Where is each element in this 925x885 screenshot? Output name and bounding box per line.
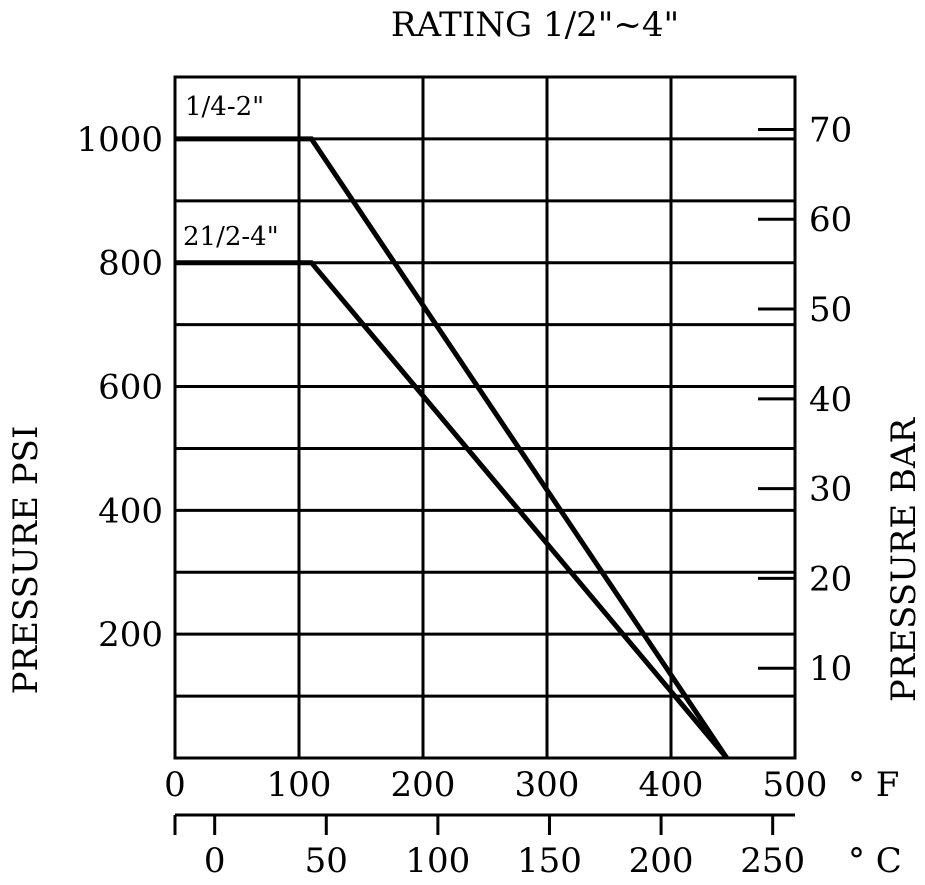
- celsius-axis: 0 50 100 150 200 250: [173, 813, 805, 881]
- bar-tick-label: 60: [809, 200, 852, 240]
- x-unit-celsius: ° C: [848, 841, 902, 881]
- celsius-tick-label: 150: [517, 841, 582, 881]
- series-line-0: [175, 136, 729, 760]
- fahrenheit-tick-label: 300: [515, 765, 580, 805]
- x-unit-fahrenheit: ° F: [848, 765, 899, 805]
- series-line-1: [175, 260, 729, 760]
- bar-tick-label: 40: [809, 380, 852, 420]
- series-label-small: 1/4-2": [185, 92, 264, 122]
- fahrenheit-tick-label: 500: [763, 765, 828, 805]
- plot-grid: [173, 75, 797, 760]
- celsius-tick-label: 200: [629, 841, 694, 881]
- fahrenheit-tick-label: 200: [391, 765, 456, 805]
- series-layer: [175, 136, 729, 760]
- fahrenheit-tick-label: 100: [267, 765, 332, 805]
- celsius-tick-label: 250: [740, 841, 805, 881]
- fahrenheit-tick-label: 400: [639, 765, 704, 805]
- psi-tick-label: 200: [98, 615, 163, 655]
- psi-tick-label: 400: [98, 491, 163, 531]
- psi-tick-label: 600: [98, 368, 163, 408]
- chart-title: RATING 1/2"~4": [391, 5, 679, 45]
- psi-axis-ticks: 200 400 600 800 1000: [76, 120, 163, 655]
- bar-tick-label: 50: [809, 290, 852, 330]
- psi-tick-label: 800: [98, 244, 163, 284]
- series-label-large: 21/2-4": [183, 222, 279, 252]
- celsius-tick-label: 50: [305, 841, 348, 881]
- y-axis-label-bar: PRESSURE BAR: [884, 416, 924, 702]
- celsius-tick-label: 0: [204, 841, 226, 881]
- plot-frame: [173, 75, 797, 760]
- bar-axis-ticks: 10 20 30 40 50 60 70: [758, 110, 852, 689]
- fahrenheit-tick-label: 0: [164, 765, 186, 805]
- bar-tick-label: 20: [809, 559, 852, 599]
- y-axis-label-psi: PRESSURE PSI: [6, 426, 46, 695]
- bar-tick-label: 30: [809, 470, 852, 510]
- psi-tick-label: 1000: [76, 120, 163, 160]
- fahrenheit-axis-ticks: 0 100 200 300 400 500: [164, 765, 827, 805]
- bar-tick-label: 70: [809, 110, 852, 150]
- bar-tick-label: 10: [809, 649, 852, 689]
- celsius-tick-label: 100: [405, 841, 470, 881]
